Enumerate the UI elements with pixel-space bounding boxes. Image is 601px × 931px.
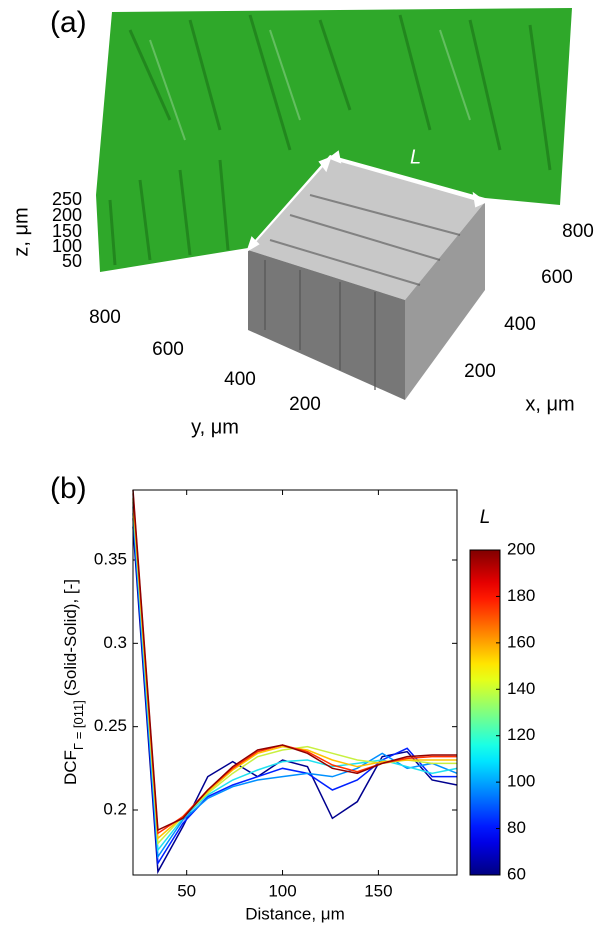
colorbar — [469, 549, 501, 876]
x-tick-label: 400 — [504, 314, 536, 335]
y-tick-label: 0.3 — [103, 633, 127, 652]
y-tick-label: 800 — [89, 307, 121, 328]
colorbar-tick-label: 80 — [507, 818, 526, 837]
series-line — [132, 498, 457, 840]
z-axis-label: z, μm — [10, 207, 32, 256]
y-title-rest: (Solid-Solid), [-] — [61, 579, 80, 696]
z-tick-label: 150 — [52, 221, 82, 241]
x-tick-label: 200 — [464, 361, 496, 382]
colorbar-tick-label: 200 — [507, 539, 535, 558]
colorbar-label: L — [480, 507, 491, 528]
y-title-main: DCF — [61, 750, 80, 785]
y-tick-label: 0.35 — [94, 549, 127, 568]
colorbar-tick-label: 140 — [507, 679, 535, 698]
panel-label: (a) — [50, 6, 87, 39]
y-tick-label: 0.2 — [103, 799, 127, 818]
x-tick-label: 150 — [364, 881, 392, 900]
y-axis-title: DCFΓ = [011] (Solid-Solid), [-] — [61, 579, 85, 785]
plot-frame — [132, 489, 458, 876]
z-tick-label: 250 — [52, 189, 82, 209]
series-line — [132, 506, 458, 852]
y-tick-label: 400 — [224, 369, 256, 390]
x-tick-label: 800 — [562, 221, 594, 242]
z-tick-label: 100 — [52, 236, 82, 256]
series-line — [132, 518, 457, 866]
x-tick-label: 100 — [268, 881, 296, 900]
render-3d — [96, 8, 572, 400]
series-line — [132, 489, 457, 832]
y-tick-label: 0.25 — [94, 716, 127, 735]
x-tick-label: 600 — [541, 267, 573, 288]
colorbar-tick-label: 180 — [507, 586, 535, 605]
panel-label: (b) — [50, 472, 87, 505]
x-axis-title: Distance, μm — [245, 904, 345, 923]
colorbar-tick-label: 100 — [507, 772, 535, 791]
z-tick-label: 200 — [52, 205, 82, 225]
series-line — [132, 493, 457, 835]
y-axis-label: y, μm — [191, 416, 239, 438]
y-tick-label: 600 — [152, 339, 184, 360]
x-axis-label: x, μm — [525, 393, 574, 415]
z-tick-label: 50 — [62, 251, 82, 271]
x-tick-label: 50 — [177, 881, 196, 900]
y-tick-label: 200 — [289, 394, 321, 415]
arrow-label: L — [410, 146, 421, 168]
colorbar-tick-label: 60 — [507, 864, 526, 883]
series-line — [132, 501, 457, 846]
colorbar-tick-label: 160 — [507, 632, 535, 651]
y-title-sub: Γ = [011] — [71, 700, 86, 750]
series-line — [132, 513, 458, 859]
colorbar-tick-label: 120 — [507, 725, 535, 744]
